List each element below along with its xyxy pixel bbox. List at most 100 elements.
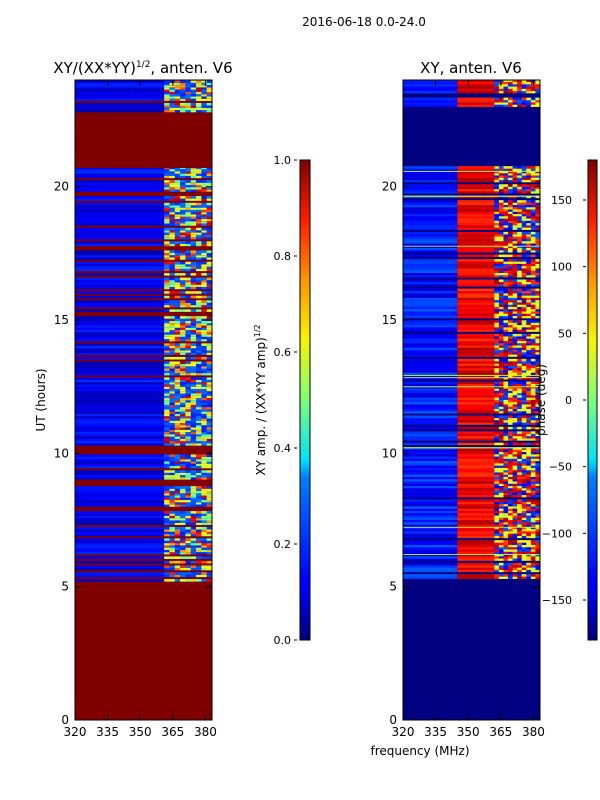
left-heatmap-row xyxy=(75,309,212,312)
right-heatmap-cell xyxy=(535,206,540,210)
right-heatmap-cell xyxy=(498,458,504,462)
left-heatmap-cell xyxy=(174,345,181,349)
left-heatmap-cell xyxy=(185,93,192,97)
left-heatmap-cell xyxy=(169,404,176,408)
left-heatmap-cell xyxy=(201,325,207,328)
right-heatmap-cell xyxy=(403,329,458,332)
right-heatmap-cell xyxy=(508,250,513,253)
left-heatmap-cell xyxy=(196,175,202,179)
left-heatmap-cell xyxy=(180,284,186,287)
left-heatmap-cell xyxy=(185,234,192,238)
left-heatmap-cell xyxy=(164,347,170,351)
right-heatmap-cell xyxy=(498,512,504,516)
right-heatmap-cell xyxy=(517,522,523,525)
right-heatmap-cell xyxy=(498,494,504,498)
right-heatmap-cell xyxy=(498,381,504,385)
left-heatmap-cell xyxy=(164,579,170,582)
right-heatmap-cell xyxy=(494,236,500,239)
right-heatmap-cell xyxy=(526,426,532,430)
right-heatmap-cell xyxy=(508,474,513,477)
right-heatmap-cell xyxy=(508,397,513,400)
left-heatmap-cell xyxy=(196,356,202,360)
left-heatmap-cell xyxy=(190,334,197,337)
left-heatmap-cell xyxy=(190,252,197,256)
right-heatmap-cell xyxy=(508,517,513,521)
left-heatmap-cell xyxy=(169,186,176,190)
left-heatmap-row xyxy=(75,184,212,188)
right-heatmap-cell xyxy=(530,519,536,523)
left-heatmap-cell xyxy=(169,540,176,544)
right-heatmap-cell xyxy=(526,281,532,285)
left-heatmap-cell xyxy=(206,363,212,367)
right-heatmap-cell xyxy=(526,236,532,239)
right-heatmap-cell xyxy=(526,456,532,459)
left-heatmap-cell xyxy=(174,431,181,435)
right-heatmap-cell xyxy=(526,481,532,484)
left-heatmap-cell xyxy=(180,347,186,351)
right-heatmap-cell xyxy=(508,308,513,312)
left-heatmap-cell xyxy=(196,184,202,188)
left-heatmap-cell xyxy=(206,377,212,380)
left-heatmap-cell xyxy=(201,490,207,494)
right-heatmap-cell xyxy=(517,225,523,228)
left-heatmap-cell xyxy=(180,542,186,546)
right-y-tick-label: 10 xyxy=(382,446,397,460)
left-colorbar-gradient xyxy=(299,159,311,641)
right-heatmap-cell xyxy=(508,184,513,187)
left-heatmap-cell xyxy=(196,390,202,394)
left-heatmap-cell xyxy=(180,80,186,83)
right-heatmap-cell xyxy=(457,336,495,339)
right-heatmap-cell xyxy=(498,367,504,371)
left-heatmap-cell xyxy=(169,302,176,306)
right-heatmap-cell xyxy=(494,234,500,237)
right-heatmap-cell xyxy=(503,533,509,536)
right-heatmap-cell xyxy=(535,515,540,518)
right-heatmap-cell xyxy=(535,512,540,516)
right-heatmap-cell xyxy=(512,576,518,579)
left-heatmap-cell xyxy=(174,390,181,394)
left-heatmap-cell xyxy=(196,250,202,253)
left-heatmap-cell xyxy=(201,243,207,247)
left-heatmap-cell xyxy=(174,82,181,86)
right-heatmap-cell xyxy=(526,191,532,194)
right-heatmap-cell xyxy=(508,544,513,548)
left-heatmap-cell xyxy=(169,517,176,521)
right-heatmap-cell xyxy=(521,574,527,577)
left-heatmap-cell xyxy=(206,352,212,355)
right-heatmap-cell xyxy=(494,447,500,450)
left-heatmap-cell xyxy=(190,329,197,333)
right-heatmap-cell xyxy=(403,263,458,267)
left-heatmap-cell xyxy=(174,497,181,501)
left-heatmap-cell xyxy=(185,325,192,328)
right-heatmap-cell xyxy=(526,84,532,87)
left-heatmap-cell xyxy=(180,372,186,376)
right-heatmap-cell xyxy=(498,499,504,502)
left-heatmap-cell xyxy=(174,232,181,235)
left-heatmap-cell xyxy=(190,168,197,172)
right-heatmap-cell xyxy=(403,184,458,187)
left-heatmap-cell xyxy=(206,420,212,423)
left-heatmap-cell xyxy=(164,572,170,575)
left-heatmap-cell xyxy=(169,402,176,405)
left-heatmap-cell xyxy=(206,434,212,437)
right-heatmap-cell xyxy=(457,225,495,228)
right-heatmap-cell xyxy=(530,315,536,319)
left-heatmap-cell xyxy=(185,282,192,285)
right-heatmap-cell xyxy=(521,272,527,276)
right-heatmap-cell xyxy=(535,408,540,412)
left-heatmap-cell xyxy=(201,89,207,92)
right-heatmap-cell xyxy=(503,524,509,527)
right-heatmap-cell xyxy=(498,469,504,473)
right-heatmap-cell xyxy=(535,222,540,226)
left-heatmap-cell xyxy=(190,361,197,365)
right-heatmap-cell xyxy=(517,551,523,555)
left-heatmap-row xyxy=(75,456,212,460)
right-heatmap-cell xyxy=(526,404,532,407)
right-heatmap-cell xyxy=(535,177,540,181)
right-heatmap-cell xyxy=(517,206,523,210)
right-heatmap-cell xyxy=(512,184,518,187)
left-heatmap-cell xyxy=(206,427,212,430)
left-heatmap-cell xyxy=(190,105,197,108)
left-heatmap-cell xyxy=(174,549,181,553)
right-heatmap-cell xyxy=(494,352,500,355)
